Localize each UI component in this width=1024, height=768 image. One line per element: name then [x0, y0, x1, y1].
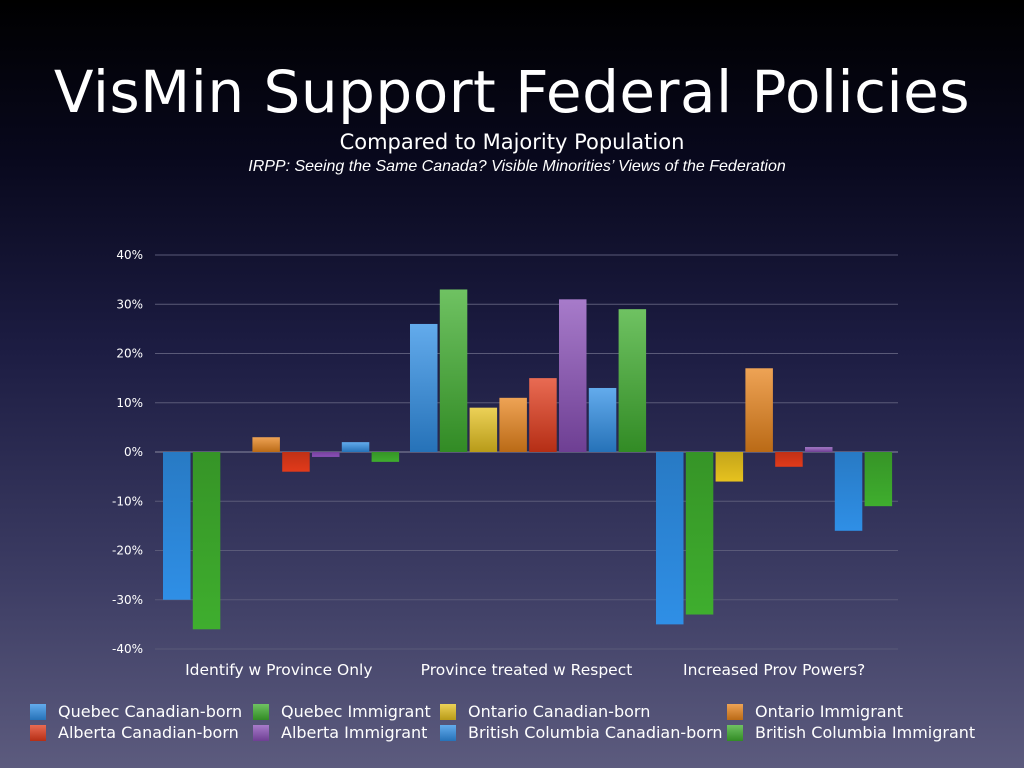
bar-chart: 40% 30% 20% 10% 0% -10% -20% -30% -40% Identify w…: [112, 248, 898, 679]
bar-quebec-canadian-born-2: [410, 323, 438, 452]
legend-label: Alberta Canadian-born: [58, 723, 239, 742]
legend-swatch: [440, 724, 456, 741]
bar-ontario-immigrant-3: [745, 368, 773, 452]
legend-item: Quebec Canadian-born: [30, 702, 242, 721]
x-category-label: Increased Prov Powers?: [683, 661, 865, 679]
bar-alberta-immigrant-1: [312, 452, 340, 457]
legend-item: British Columbia Canadian-born: [440, 723, 723, 742]
slide-subtitle: Compared to Majority Population: [339, 130, 685, 154]
y-tick-label: -40%: [112, 642, 143, 656]
y-tick-label: 20%: [116, 347, 143, 361]
legend-swatch: [727, 703, 743, 720]
legend-item: British Columbia Immigrant: [727, 723, 975, 742]
legend-swatch: [253, 724, 269, 741]
bar-ontario-immigrant-2: [499, 397, 527, 452]
legend-swatch: [30, 724, 46, 741]
legend-swatch: [727, 724, 743, 741]
slide-title: VisMin Support Federal Policies: [53, 58, 971, 126]
legend-label: British Columbia Immigrant: [755, 723, 976, 742]
bar-quebec-canadian-born-1: [163, 452, 191, 600]
legend-item: Alberta Canadian-born: [30, 723, 239, 742]
y-tick-label: 0%: [124, 445, 143, 459]
y-tick-label: -10%: [112, 494, 143, 508]
legend-item: Ontario Immigrant: [727, 702, 903, 721]
y-tick-label: 30%: [116, 297, 143, 311]
bar-quebec-canadian-born-3: [656, 452, 684, 625]
bar-ontario-immigrant-1: [252, 437, 280, 452]
bar-alberta-canadian-born-3: [775, 452, 803, 467]
bar-british-columbia-canadian-born-3: [834, 452, 863, 531]
legend-label: Quebec Canadian-born: [58, 702, 243, 721]
legend-swatch: [253, 703, 269, 720]
y-tick-label: 40%: [116, 248, 143, 262]
legend-label: Ontario Canadian-born: [468, 702, 651, 721]
bar-british-columbia-immigrant-3: [864, 452, 893, 507]
bar-british-columbia-canadian-born-2: [588, 387, 617, 452]
chart-legend: Quebec Canadian-born Quebec Immigrant Onta…: [0, 700, 1024, 750]
legend-swatch: [440, 703, 456, 720]
bar-ontario-canadian-born-3: [715, 452, 744, 482]
bar-british-columbia-canadian-born-1: [341, 442, 370, 452]
bar-british-columbia-immigrant-1: [371, 452, 400, 462]
bar-alberta-immigrant-3: [805, 447, 833, 452]
bar-alberta-canadian-born-2: [529, 378, 557, 452]
bar-quebec-immigrant-2: [439, 289, 468, 452]
bar-alberta-immigrant-2: [559, 299, 587, 452]
bar-quebec-immigrant-3: [685, 452, 714, 615]
legend-item: Ontario Canadian-born: [440, 702, 650, 721]
y-tick-label: -30%: [112, 593, 143, 607]
legend-label: Quebec Immigrant: [281, 702, 431, 721]
bar-alberta-canadian-born-1: [282, 452, 310, 472]
legend-swatch: [30, 703, 46, 720]
legend-item: Quebec Immigrant: [253, 702, 431, 721]
bar-british-columbia-immigrant-2: [618, 309, 647, 452]
y-tick-label: 10%: [116, 396, 143, 410]
legend-label: British Columbia Canadian-born: [468, 723, 723, 742]
source-citation: IRPP: Seeing the Same Canada? Visible Mi…: [248, 158, 786, 175]
x-category-label: Province treated w Respect: [421, 661, 633, 679]
x-category-label: Identify w Province Only: [185, 661, 372, 679]
legend-label: Alberta Immigrant: [281, 723, 428, 742]
legend-item: Alberta Immigrant: [253, 723, 427, 742]
bar-ontario-canadian-born-2: [469, 407, 498, 452]
y-tick-label: -20%: [112, 544, 143, 558]
legend-label: Ontario Immigrant: [755, 702, 903, 721]
bar-quebec-immigrant-1: [192, 452, 221, 630]
